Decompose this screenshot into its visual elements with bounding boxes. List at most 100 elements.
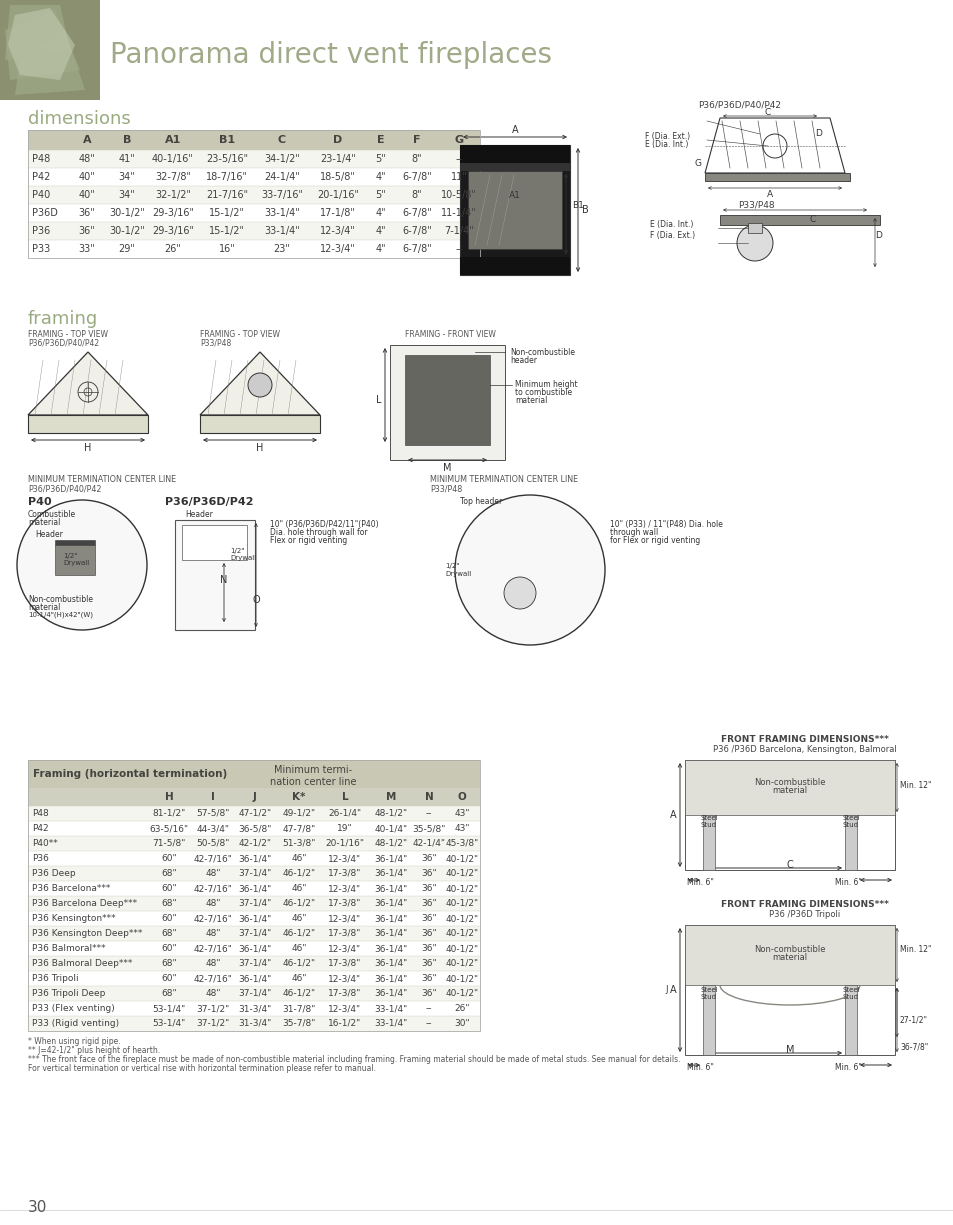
- Circle shape: [248, 372, 272, 397]
- Text: 53-1/4": 53-1/4": [152, 1019, 186, 1028]
- Text: 32-1/2": 32-1/2": [154, 190, 191, 200]
- Text: P36 Tripoli: P36 Tripoli: [32, 974, 78, 982]
- Text: 31-7/8": 31-7/8": [282, 1004, 315, 1013]
- Text: material: material: [515, 396, 547, 405]
- Bar: [28, 760, 479, 1031]
- Text: 33-1/4": 33-1/4": [374, 1004, 407, 1013]
- Bar: [28, 821, 479, 835]
- Text: 36": 36": [420, 974, 436, 982]
- Text: Header: Header: [185, 510, 213, 519]
- Bar: [702, 815, 714, 870]
- Text: 29-3/16": 29-3/16": [152, 208, 193, 218]
- Text: 36-1/4": 36-1/4": [374, 854, 407, 862]
- Text: 36-1/4": 36-1/4": [374, 974, 407, 982]
- Text: 68": 68": [161, 959, 176, 968]
- Text: 36": 36": [420, 959, 436, 968]
- Bar: [28, 760, 146, 788]
- Text: 48-1/2": 48-1/2": [374, 808, 407, 818]
- Text: --: --: [425, 1004, 432, 1013]
- Text: 46-1/2": 46-1/2": [282, 899, 315, 908]
- Text: L: L: [376, 394, 381, 405]
- Circle shape: [17, 500, 147, 630]
- Text: 40": 40": [78, 190, 95, 200]
- Text: 4": 4": [375, 208, 386, 218]
- Text: MINIMUM TERMINATION CENTER LINE: MINIMUM TERMINATION CENTER LINE: [28, 475, 176, 484]
- Text: M: M: [385, 793, 395, 802]
- Bar: [28, 186, 479, 205]
- Bar: [684, 760, 894, 870]
- Text: 46": 46": [291, 854, 307, 862]
- Text: 30": 30": [454, 1019, 469, 1028]
- Text: P48: P48: [32, 154, 51, 164]
- Text: 40-1/2": 40-1/2": [445, 854, 478, 862]
- Text: 37-1/4": 37-1/4": [238, 929, 272, 938]
- Text: J: J: [665, 985, 667, 995]
- Polygon shape: [200, 352, 319, 415]
- Text: 48": 48": [205, 899, 220, 908]
- Text: A: A: [511, 125, 517, 135]
- Bar: [684, 925, 894, 985]
- Text: G: G: [454, 135, 463, 145]
- Text: 47-7/8": 47-7/8": [282, 824, 315, 833]
- Bar: [146, 760, 479, 788]
- Text: P48: P48: [32, 808, 49, 818]
- Text: 36": 36": [78, 225, 95, 236]
- Text: C: C: [786, 860, 793, 870]
- Text: P36 /P36D Tripoli: P36 /P36D Tripoli: [768, 910, 840, 919]
- Text: N: N: [220, 575, 228, 586]
- Text: Minimum termi-
nation center line: Minimum termi- nation center line: [270, 764, 355, 786]
- Text: MINIMUM TERMINATION CENTER LINE: MINIMUM TERMINATION CENTER LINE: [430, 475, 578, 484]
- Polygon shape: [5, 5, 70, 60]
- Text: --: --: [455, 244, 462, 254]
- Text: Flex or rigid venting: Flex or rigid venting: [270, 537, 347, 545]
- Bar: [55, 545, 95, 575]
- Text: P36/P36D/P40/P42: P36/P36D/P40/P42: [698, 100, 781, 109]
- Text: 42-7/16": 42-7/16": [193, 974, 233, 982]
- Text: 36-1/4": 36-1/4": [374, 929, 407, 938]
- Text: 40-1/16": 40-1/16": [152, 154, 193, 164]
- Text: 17-3/8": 17-3/8": [328, 869, 361, 878]
- Text: 68": 68": [161, 899, 176, 908]
- Text: 17-3/8": 17-3/8": [328, 929, 361, 938]
- Text: Dia. hole through wall for: Dia. hole through wall for: [270, 528, 367, 537]
- Text: E (Dia. Int.): E (Dia. Int.): [644, 140, 688, 149]
- Text: 32-7/8": 32-7/8": [154, 172, 191, 183]
- Text: C: C: [809, 216, 816, 224]
- Text: 36": 36": [420, 914, 436, 922]
- Text: 60": 60": [161, 884, 176, 893]
- Text: 17-3/8": 17-3/8": [328, 989, 361, 998]
- Text: 60": 60": [161, 854, 176, 862]
- Text: P36/P36D/P40/P42: P36/P36D/P40/P42: [28, 485, 101, 494]
- Text: 30: 30: [28, 1200, 48, 1215]
- Text: 46": 46": [291, 974, 307, 982]
- Text: 1/2": 1/2": [230, 548, 244, 554]
- Text: 48": 48": [78, 154, 95, 164]
- Text: 7-1/4": 7-1/4": [444, 225, 474, 236]
- Text: A1: A1: [165, 135, 181, 145]
- Text: Drywall: Drywall: [444, 571, 471, 577]
- Text: 36-1/4": 36-1/4": [238, 974, 272, 982]
- Text: 36-1/4": 36-1/4": [238, 914, 272, 922]
- Text: P36: P36: [32, 225, 51, 236]
- Text: 81-1/2": 81-1/2": [152, 808, 186, 818]
- Text: P33/P48: P33/P48: [430, 485, 462, 494]
- Text: 31-3/4": 31-3/4": [238, 1004, 272, 1013]
- Text: FRONT FRAMING DIMENSIONS***: FRONT FRAMING DIMENSIONS***: [720, 735, 888, 744]
- Text: P36 /P36D Barcelona, Kensington, Balmoral: P36 /P36D Barcelona, Kensington, Balmora…: [713, 745, 896, 755]
- Text: ** J=42-1/2" plus height of hearth.: ** J=42-1/2" plus height of hearth.: [28, 1046, 160, 1055]
- Circle shape: [737, 225, 772, 261]
- Text: P33 (Rigid venting): P33 (Rigid venting): [32, 1019, 119, 1028]
- Text: C: C: [277, 135, 286, 145]
- Text: 33-1/4": 33-1/4": [264, 208, 299, 218]
- Text: 29-3/16": 29-3/16": [152, 225, 193, 236]
- Polygon shape: [704, 118, 844, 173]
- Text: 6-7/8": 6-7/8": [402, 244, 432, 254]
- Text: FRAMING - FRONT VIEW: FRAMING - FRONT VIEW: [404, 330, 495, 339]
- Text: Non-combustible: Non-combustible: [510, 348, 575, 356]
- Text: 37-1/4": 37-1/4": [238, 869, 272, 878]
- Text: Steel
Stud: Steel Stud: [700, 815, 717, 828]
- Text: L: L: [341, 793, 348, 802]
- Circle shape: [455, 495, 604, 646]
- Text: P36D: P36D: [32, 208, 58, 218]
- Text: --: --: [425, 1019, 432, 1028]
